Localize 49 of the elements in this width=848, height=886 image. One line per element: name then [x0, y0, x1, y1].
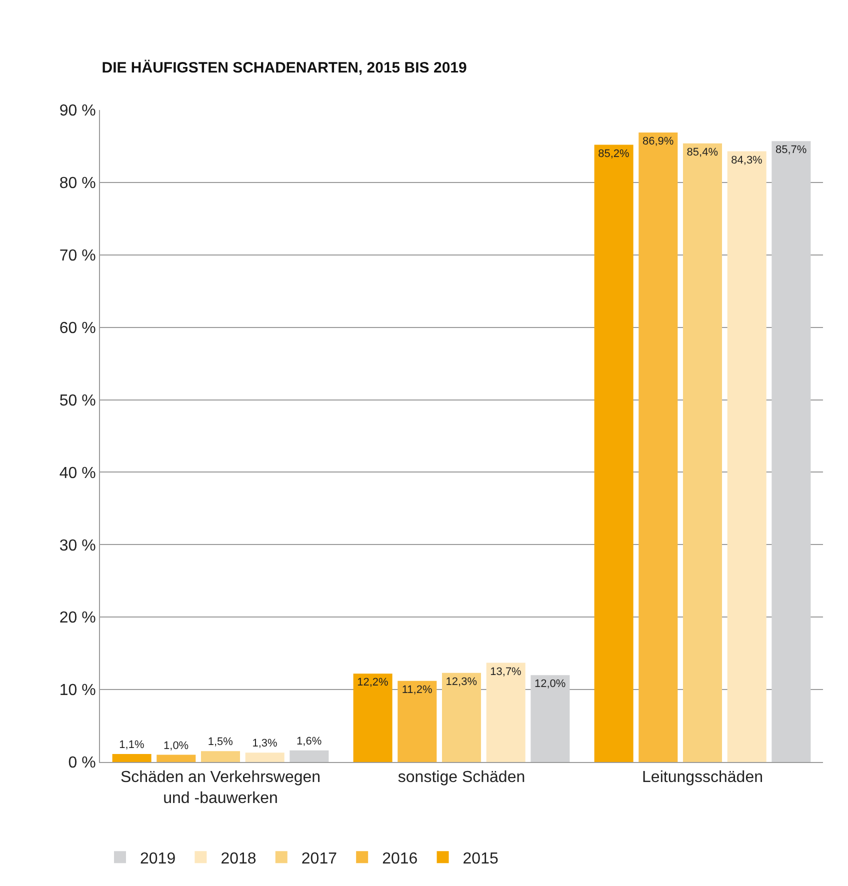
data-label: 1,5%: [208, 736, 234, 748]
data-label: 85,4%: [686, 146, 718, 158]
legend-label: 2018: [220, 850, 256, 868]
data-label: 1,3%: [252, 738, 278, 750]
legend-label: 2016: [382, 850, 418, 868]
legend-label: 2019: [140, 850, 176, 868]
bar: [290, 750, 329, 762]
y-tick-label: 0 %: [68, 754, 96, 772]
x-tick-label: sonstige Schäden: [398, 769, 526, 786]
chart-title: DIE HÄUFIGSTEN SCHADENARTEN, 2015 BIS 2019: [102, 60, 467, 77]
data-label: 1,1%: [119, 739, 144, 752]
bar: [682, 143, 722, 762]
legend-label: 2015: [462, 850, 498, 868]
bar: [594, 144, 634, 762]
y-tick-label: 20 %: [59, 610, 96, 627]
data-label: 1,0%: [164, 740, 189, 752]
bar: [530, 675, 570, 762]
legend-label: 2017: [301, 850, 338, 868]
data-label: 12,3%: [446, 676, 478, 688]
data-label: 84,3%: [731, 154, 763, 166]
bar: [442, 672, 482, 762]
y-tick-label: 50 %: [59, 392, 96, 410]
data-label: 1,6%: [296, 735, 322, 748]
y-tick-label: 80 %: [59, 175, 96, 192]
data-label: 11,2%: [402, 684, 432, 696]
bar: [156, 754, 196, 762]
bar: [353, 674, 392, 762]
data-label: 12,0%: [534, 678, 566, 690]
bar: [486, 662, 526, 762]
bar: [112, 754, 152, 762]
y-tick-label: 70 %: [59, 247, 96, 264]
bar: [245, 752, 284, 762]
data-label: 85,2%: [598, 148, 630, 160]
bar: [727, 151, 766, 762]
bar: [638, 132, 678, 762]
y-tick-label: 40 %: [59, 464, 96, 482]
bar: [772, 141, 811, 762]
bar: [200, 751, 240, 762]
y-tick-label: 10 %: [59, 682, 96, 700]
y-tick-label: 60 %: [59, 320, 96, 337]
data-label: 85,7%: [775, 144, 807, 156]
bar: [398, 680, 437, 762]
data-label: 12,2%: [357, 676, 389, 689]
data-label: 13,7%: [490, 666, 522, 678]
x-tick-label: Leitungsschäden: [642, 769, 763, 786]
y-tick-label: 90 %: [59, 102, 96, 120]
y-tick-label: 30 %: [59, 537, 96, 554]
x-tick-label: Schäden an Verkehrswegen und -bauwerken: [120, 769, 321, 807]
data-label: 86,9%: [642, 135, 674, 148]
